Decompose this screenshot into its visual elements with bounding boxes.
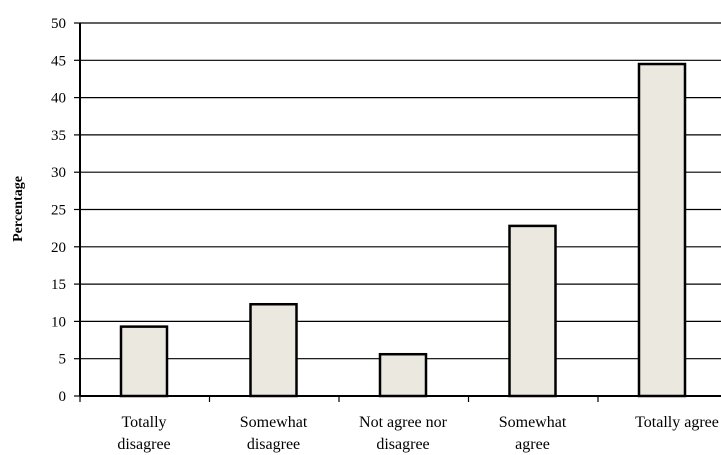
y-axis-label: Percentage [11,176,26,242]
x-category-labels: Totally disagree Somewhat disagree Not agree… [117,414,719,453]
bar [508,224,557,398]
y-tick-label: 0 [59,389,67,405]
x-category-label: disagree [247,436,300,453]
x-category-label: agree [515,436,550,453]
bar [249,302,298,398]
x-category-label: disagree [376,436,429,453]
y-tick-label: 45 [51,53,66,69]
bar [119,325,169,398]
x-category-label: Somewhat [240,414,308,431]
y-tick-label: 50 [51,16,66,32]
y-tick-label: 10 [51,314,66,330]
y-tick-label: 20 [51,240,66,256]
axes [74,22,721,402]
gridlines [80,22,721,360]
y-tick-labels: 0 5 10 15 20 25 30 35 40 45 50 [51,16,66,405]
x-category-label: Somewhat [499,414,567,431]
y-tick-label: 40 [51,91,66,107]
x-category-label: disagree [117,436,170,453]
bar [637,62,687,398]
x-category-label: Not agree nor [359,414,448,431]
y-tick-label: 5 [59,352,67,368]
x-category-label: Totally agree [635,414,719,431]
y-tick-label: 30 [51,165,66,181]
y-tick-label: 35 [51,128,66,144]
bar [378,352,428,398]
x-category-label: Totally [121,414,166,431]
y-tick-label: 25 [51,203,66,219]
y-tick-label: 15 [51,277,66,293]
bars [119,62,687,398]
